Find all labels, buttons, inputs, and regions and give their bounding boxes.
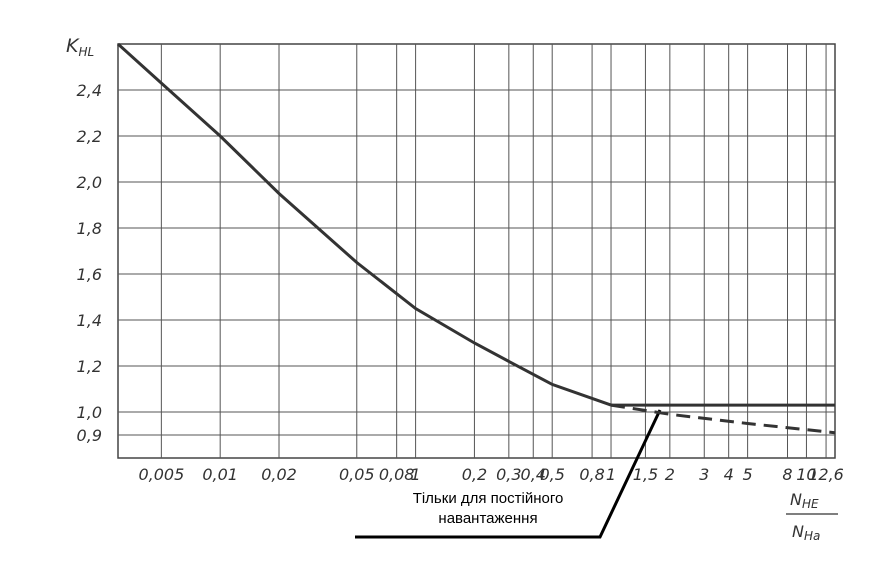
- y-tick-label: 1,8: [77, 219, 102, 238]
- x-tick-label: 0,8: [579, 465, 604, 484]
- annotation-leader: [355, 409, 662, 539]
- plot-frame: [117, 43, 836, 459]
- y-tick-label: 2,2: [77, 127, 102, 146]
- data-line: [116, 42, 612, 407]
- x-tick-label: 1: [411, 465, 421, 484]
- annotation-text: Тільки для постійного: [413, 490, 564, 507]
- x-tick-label: 0,4: [521, 465, 546, 484]
- x-label-main: N: [792, 522, 804, 541]
- x-tick-label: 12,6: [808, 465, 844, 484]
- x-tick-label: 2: [665, 465, 675, 484]
- x-tick-label: 4: [724, 465, 734, 484]
- x-tick-label: 0,2: [462, 465, 487, 484]
- annotation-text: навантаження: [438, 510, 537, 527]
- x-label-denominator: NHa: [792, 522, 820, 543]
- x-tick-label: 3: [699, 465, 709, 484]
- x-tick-label: 1: [606, 465, 616, 484]
- y-tick-label: 2,0: [77, 173, 102, 192]
- x-tick-label: 0,005: [138, 465, 184, 484]
- y-axis-label: KHL: [66, 35, 94, 59]
- x-tick-label: 1,5: [633, 465, 658, 484]
- y-tick-label: 1,2: [77, 357, 102, 376]
- y-label-main: K: [66, 35, 80, 57]
- x-tick-label: 0,02: [261, 465, 297, 484]
- x-tick-label: 0,5: [539, 465, 564, 484]
- x-tick-label: 10: [796, 465, 816, 484]
- y-tick-label: 2,4: [77, 81, 102, 100]
- x-label-numerator: NHE: [790, 490, 819, 511]
- y-tick-label: 1,0: [77, 403, 102, 422]
- y-label-sub: HL: [78, 45, 94, 59]
- data-line: [610, 403, 836, 435]
- y-tick-label: 0,9: [77, 426, 102, 445]
- x-tick-label: 8: [782, 465, 792, 484]
- x-label-sub: Ha: [804, 529, 820, 543]
- y-tick-label: 1,4: [77, 311, 102, 330]
- x-tick-label: 5: [743, 465, 753, 484]
- x-label-main: N: [790, 490, 802, 509]
- x-tick-label: 0,01: [202, 465, 238, 484]
- y-tick-label: 1,6: [77, 265, 102, 284]
- x-tick-label: 0,05: [339, 465, 375, 484]
- x-label-sub: HE: [802, 497, 819, 511]
- annotation: Тільки для постійного навантаження: [413, 490, 564, 527]
- x-tick-label: 0,3: [496, 465, 521, 484]
- x-tick-label: 0,08: [379, 465, 415, 484]
